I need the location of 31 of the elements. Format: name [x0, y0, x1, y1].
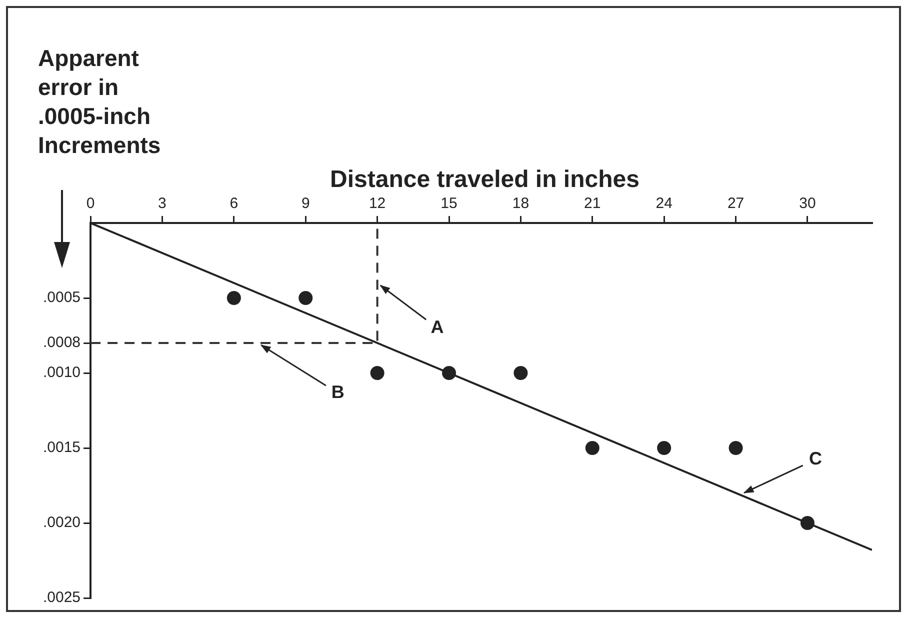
- point: [657, 441, 672, 455]
- x-tick-label: 27: [727, 195, 744, 212]
- x-tick-label: 12: [368, 195, 386, 212]
- point: [370, 366, 384, 380]
- point: [585, 441, 600, 455]
- point: [514, 366, 528, 380]
- x-tick-label: 24: [656, 195, 672, 212]
- x-axis-title: Distance traveled in inches: [330, 166, 640, 194]
- x-tick-label: 30: [799, 195, 816, 212]
- point: [800, 516, 814, 530]
- y-tick-label: .0005: [42, 289, 81, 306]
- point: [728, 441, 743, 455]
- annotation: B: [331, 382, 344, 402]
- x-tick-label: 21: [584, 195, 601, 212]
- annotation: C: [809, 448, 822, 468]
- x-tick-label: 9: [301, 195, 310, 212]
- y-tick-label: .0015: [42, 439, 81, 456]
- x-tick-label: 15: [440, 195, 458, 212]
- point: [226, 291, 241, 305]
- x-tick-label: 3: [158, 195, 166, 212]
- x-tick-label: 0: [86, 195, 95, 212]
- point: [442, 366, 456, 380]
- point: [298, 291, 313, 305]
- y-tick-label: .0020: [42, 514, 81, 532]
- y-tick-label: .0008: [42, 334, 81, 352]
- x-tick-label: 6: [230, 195, 238, 212]
- annotation: A: [430, 316, 444, 337]
- y-axis-title: Apparent error in .0005-inch Increments: [38, 44, 162, 160]
- y-tick-label: .0010: [42, 364, 81, 382]
- y-tick-label: .0025: [42, 589, 81, 606]
- x-tick-label: 18: [512, 195, 530, 212]
